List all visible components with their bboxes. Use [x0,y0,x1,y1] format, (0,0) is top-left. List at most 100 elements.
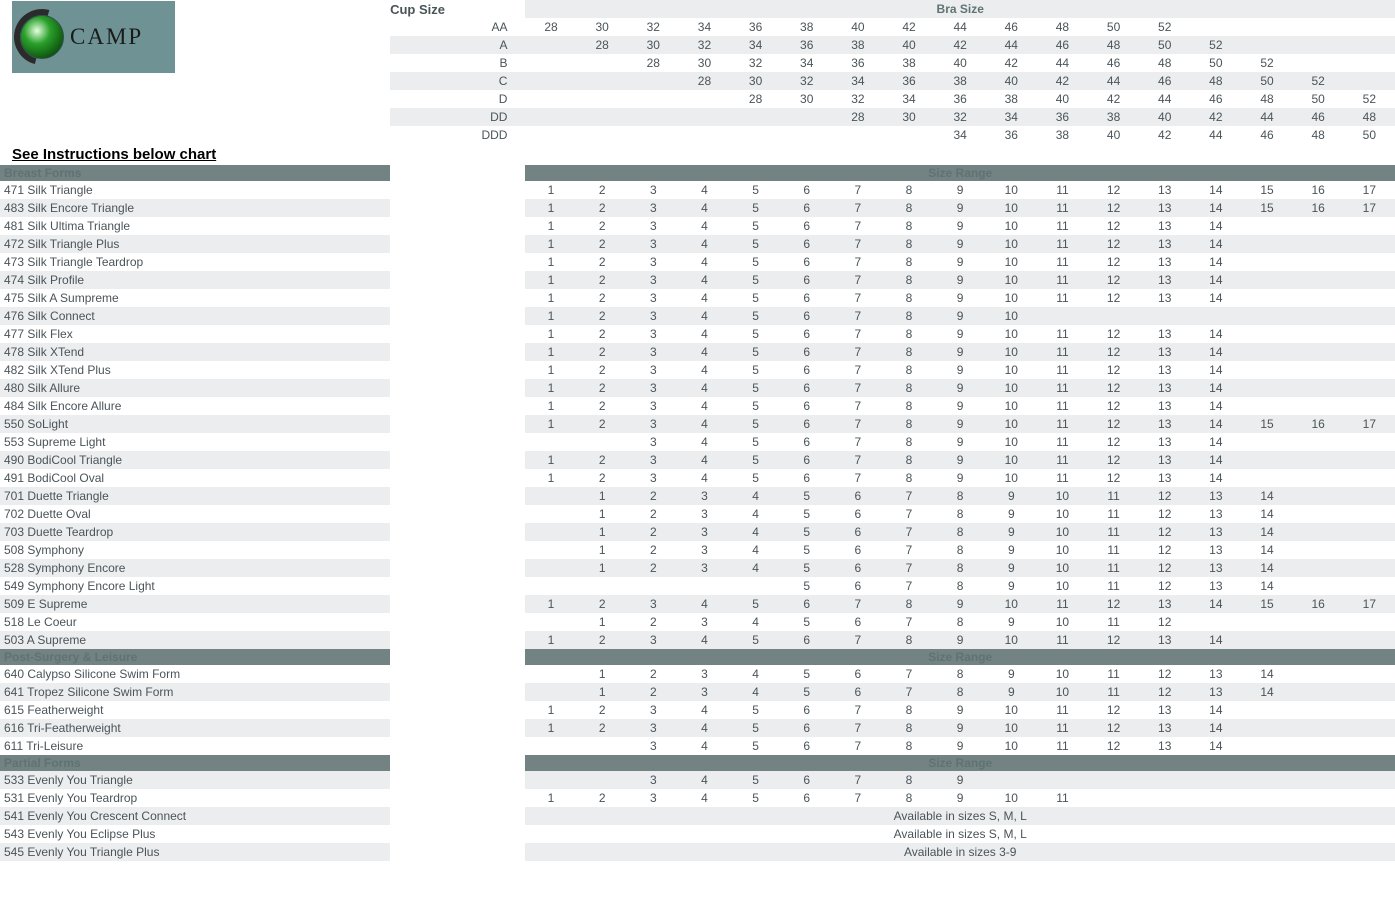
cup-cell: 48 [1344,108,1395,126]
size-cell [1344,361,1395,379]
size-cell: 9 [986,505,1037,523]
size-cell: 11 [1088,523,1139,541]
cup-cell: 36 [1037,108,1088,126]
section-range-header: Size Range [525,649,1395,665]
size-cell: 13 [1139,253,1190,271]
cup-cell [1344,36,1395,54]
size-cell [1344,683,1395,701]
size-cell: 1 [525,181,576,199]
size-cell: 3 [628,415,679,433]
size-cell [1241,289,1292,307]
size-cell: 7 [832,379,883,397]
size-cell: 1 [525,199,576,217]
size-cell: 2 [628,523,679,541]
size-cell: 12 [1088,379,1139,397]
size-cell: 8 [935,665,986,683]
size-cell: 9 [986,541,1037,559]
size-cell: 9 [935,181,986,199]
size-cell: 7 [832,771,883,789]
cup-cell: 36 [781,36,832,54]
size-cell: 15 [1241,181,1292,199]
size-cell: 13 [1139,199,1190,217]
product-label: 518 Le Coeur [0,613,390,631]
size-cell: 3 [679,613,730,631]
size-cell: 6 [781,361,832,379]
size-cell: 6 [781,397,832,415]
size-cell: 6 [781,451,832,469]
cup-cell [525,126,576,144]
size-cell: 12 [1139,683,1190,701]
size-cell [1344,235,1395,253]
size-cell: 13 [1190,505,1241,523]
product-label: 508 Symphony [0,541,390,559]
size-cell: 10 [1037,559,1088,577]
size-cell: 8 [883,701,934,719]
instructions-link[interactable]: See Instructions below chart [0,144,1395,165]
size-cell [577,577,628,595]
size-cell: 11 [1037,719,1088,737]
size-cell: 2 [577,719,628,737]
size-cell [1241,235,1292,253]
size-cell: 11 [1037,289,1088,307]
size-cell [1293,559,1344,577]
size-cell: 1 [577,523,628,541]
cup-cell: 32 [935,108,986,126]
product-label: 509 E Supreme [0,595,390,613]
size-cell [1293,325,1344,343]
size-cell: 2 [577,595,628,613]
size-cell: 6 [832,577,883,595]
size-cell: 3 [628,343,679,361]
cup-cell [730,126,781,144]
size-cell: 1 [577,683,628,701]
size-cell [1293,397,1344,415]
size-cell: 11 [1088,559,1139,577]
size-cell: 11 [1088,665,1139,683]
size-cell: 9 [935,343,986,361]
size-cell: 7 [832,451,883,469]
size-cell: 6 [781,181,832,199]
size-cell: 6 [781,307,832,325]
size-cell: 2 [577,325,628,343]
size-cell: 4 [730,541,781,559]
size-cell: 9 [935,451,986,469]
size-cell: 13 [1139,451,1190,469]
size-cell: 2 [628,683,679,701]
size-cell: 7 [832,719,883,737]
size-cell: 7 [832,181,883,199]
size-cell: 14 [1190,451,1241,469]
product-label: 475 Silk A Sumpreme [0,289,390,307]
size-cell: 12 [1139,541,1190,559]
size-cell [1293,577,1344,595]
size-cell: 3 [628,253,679,271]
cup-cell: 46 [1037,36,1088,54]
size-cell [730,577,781,595]
size-cell [1344,559,1395,577]
size-cell: 5 [730,631,781,649]
size-cell: 1 [525,469,576,487]
cup-cell: 42 [1190,108,1241,126]
size-cell: 8 [883,307,934,325]
size-cell: 6 [781,289,832,307]
size-cell [1293,469,1344,487]
size-cell: 13 [1139,217,1190,235]
product-label: 702 Duette Oval [0,505,390,523]
size-cell: 2 [577,217,628,235]
size-cell: 1 [577,665,628,683]
size-cell [1241,719,1292,737]
cup-cell: 44 [986,36,1037,54]
cup-cell [577,54,628,72]
size-cell [679,577,730,595]
size-cell: 8 [935,523,986,541]
size-cell: 15 [1241,199,1292,217]
size-cell: 12 [1088,451,1139,469]
size-cell: 7 [832,217,883,235]
size-cell: 2 [577,289,628,307]
cup-cell: 34 [679,18,730,36]
size-cell: 9 [986,487,1037,505]
size-cell: 1 [525,307,576,325]
size-cell [1344,451,1395,469]
cup-cell: 30 [883,108,934,126]
size-cell: 7 [832,325,883,343]
size-cell: 4 [679,789,730,807]
size-cell: 12 [1088,469,1139,487]
